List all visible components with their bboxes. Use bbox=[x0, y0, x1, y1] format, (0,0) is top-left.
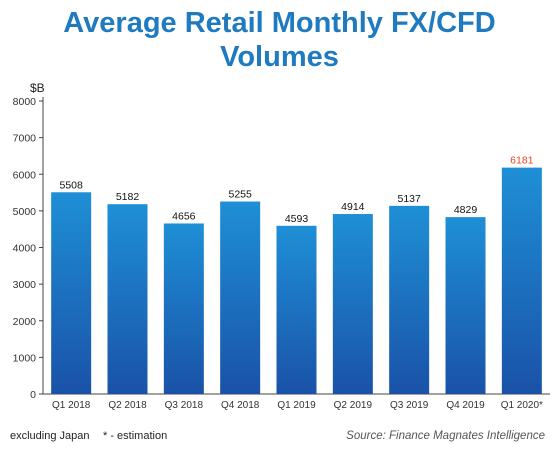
y-tick-label: 6000 bbox=[13, 169, 37, 181]
bar bbox=[51, 192, 92, 394]
x-tick-label: Q2 2019 bbox=[334, 400, 373, 411]
footnote-excluding-japan: excluding Japan bbox=[10, 430, 90, 442]
chart-title-line-1: Average Retail Monthly FX/CFD bbox=[63, 7, 496, 39]
y-tick-label: 5000 bbox=[13, 206, 37, 218]
x-tick-label: Q3 2018 bbox=[165, 400, 204, 411]
bar bbox=[276, 225, 317, 394]
bar bbox=[501, 167, 542, 394]
data-label: 4593 bbox=[285, 213, 309, 225]
y-tick-label: 7000 bbox=[13, 133, 37, 145]
data-label: 5508 bbox=[59, 179, 83, 191]
x-tick-label: Q1 2019 bbox=[277, 400, 316, 411]
x-tick-label: Q4 2018 bbox=[221, 400, 260, 411]
data-label: 4829 bbox=[454, 204, 478, 216]
bar bbox=[220, 201, 261, 394]
data-label: 4914 bbox=[341, 201, 365, 213]
source-note: Source: Finance Magnates Intelligence bbox=[346, 430, 545, 442]
data-label: 6181 bbox=[510, 155, 534, 167]
data-label: 5137 bbox=[397, 193, 421, 205]
x-tick-label: Q4 2019 bbox=[446, 400, 485, 411]
x-tick-label: Q2 2018 bbox=[108, 400, 147, 411]
x-tick-label: Q3 2019 bbox=[390, 400, 429, 411]
y-tick-label: 0 bbox=[30, 389, 36, 401]
bar bbox=[163, 223, 204, 394]
data-label: 4656 bbox=[172, 210, 196, 222]
data-label: 5255 bbox=[228, 189, 252, 201]
y-tick-label: 3000 bbox=[13, 279, 37, 291]
x-tick-label: Q1 2020* bbox=[501, 400, 543, 411]
bar bbox=[107, 204, 148, 394]
data-label: 5182 bbox=[116, 191, 140, 203]
bar bbox=[445, 217, 486, 394]
y-tick-label: 8000 bbox=[13, 96, 37, 108]
y-axis-label: $B bbox=[30, 81, 45, 95]
chart-title: Average Retail Monthly FX/CFD Volumes bbox=[0, 6, 559, 74]
y-tick-label: 1000 bbox=[13, 352, 37, 364]
y-tick-label: 4000 bbox=[13, 243, 37, 255]
chart-title-line-2: Volumes bbox=[220, 41, 339, 73]
bar bbox=[332, 214, 373, 394]
x-tick-label: Q1 2018 bbox=[52, 400, 91, 411]
y-tick-label: 2000 bbox=[13, 316, 37, 328]
footnote-estimation: * - estimation bbox=[103, 430, 168, 442]
bar bbox=[389, 205, 430, 394]
